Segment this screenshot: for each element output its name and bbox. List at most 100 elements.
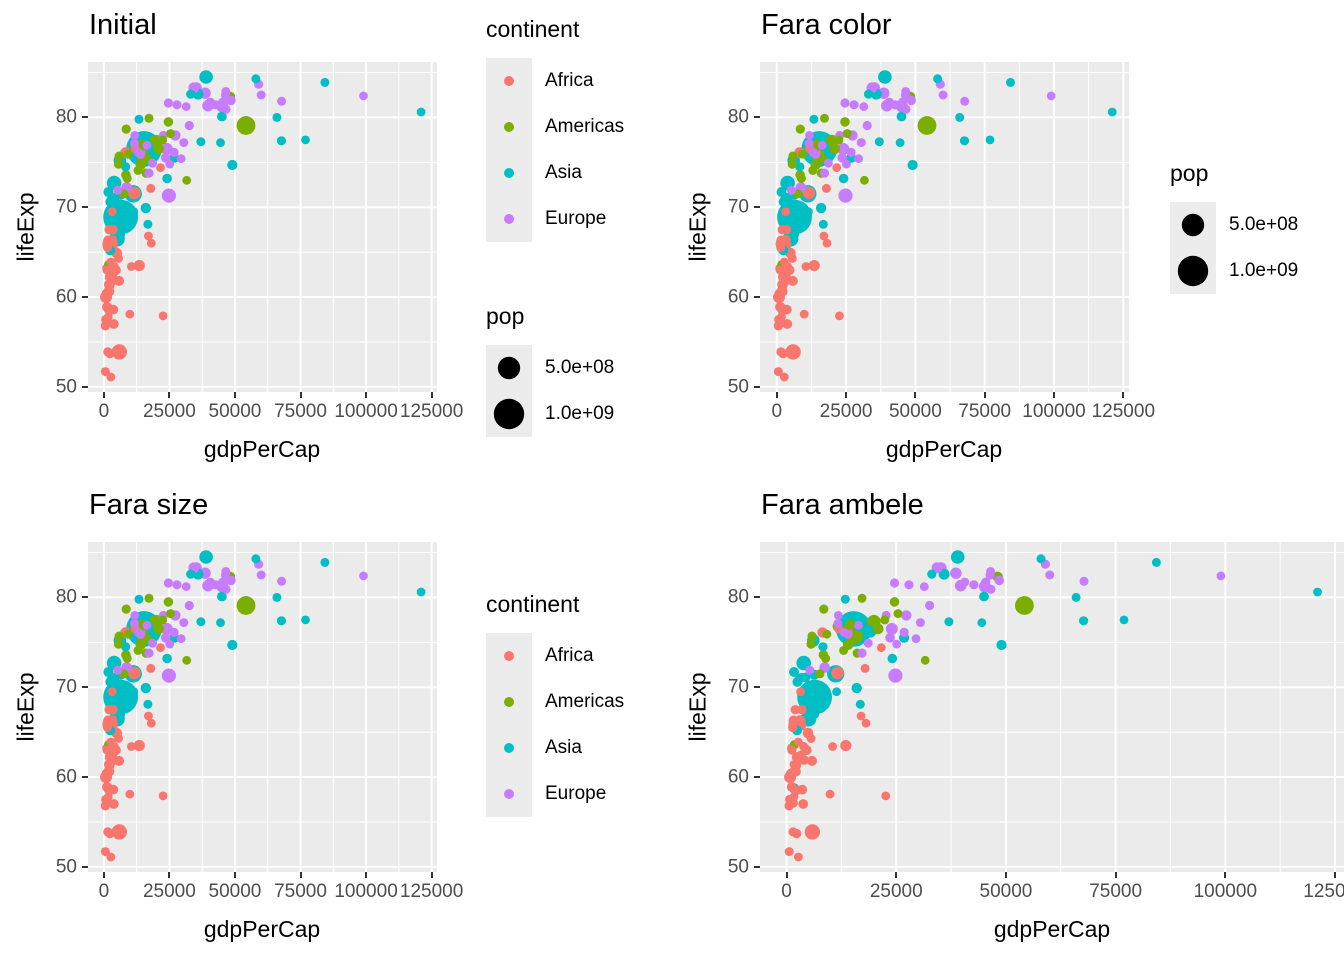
data-point [221,87,231,96]
y-tick-label: 80 [727,106,749,128]
data-point [116,709,126,719]
data-point [236,596,256,615]
data-point [158,615,168,625]
y-tick-label: 60 [55,766,77,788]
data-point [114,151,124,161]
data-point [146,238,156,248]
data-point [108,192,118,202]
data-point [103,243,112,253]
data-point [986,584,996,594]
y-tick-label: 80 [55,106,77,128]
data-point [820,113,829,123]
data-point [103,723,112,733]
data-point [106,257,116,267]
data-point [133,628,143,637]
data-point [1071,592,1081,602]
x-tick-mark [775,392,778,398]
data-point [142,140,152,150]
x-tick-mark [785,872,788,878]
data-point [851,682,862,694]
europe-swatch-icon [486,771,532,817]
data-point [161,188,176,203]
data-point [1119,615,1129,625]
data-point [776,347,786,357]
data-point [919,582,929,591]
data-point [256,90,266,100]
y-tick-mark [754,385,760,388]
x-tick-mark [102,872,105,878]
legend-entry-europe: Europe [486,196,624,242]
x-tick-mark [1004,872,1007,878]
data-point [818,642,828,652]
data-point [121,604,131,614]
x-tick-mark [845,392,848,398]
data-point [1151,557,1161,567]
x-tick-label: 0 [781,881,792,902]
legend-label: 1.0e+09 [545,403,615,424]
legend-label: 5.0e+08 [1229,214,1299,235]
data-point [416,587,426,597]
data-point [103,312,113,322]
x-tick-mark [299,872,302,878]
legend-pop: pop 5.0e+08 1.0e+09 [486,303,614,437]
data-point [804,824,821,840]
data-point [107,207,117,217]
x-tick-label: 75000 [1089,881,1143,902]
pop-small-swatch-icon [486,345,532,391]
data-point [163,578,173,588]
legend-label: Africa [545,70,594,91]
legend-label: Europe [545,208,607,229]
data-point [217,591,227,602]
data-point [251,554,261,564]
data-point [831,666,844,680]
data-point [156,643,165,653]
data-point [205,577,215,587]
legend-label: Americas [545,691,625,712]
data-point [114,253,123,263]
x-tick-label: 125000 [399,881,464,902]
data-point [806,733,816,743]
data-point [833,611,843,620]
data-point [103,767,113,777]
data-point [121,642,131,652]
data-point [104,225,114,235]
x-tick-label: 50000 [208,881,262,902]
x-tick-label: 100000 [334,401,398,422]
data-point [927,569,937,579]
data-point [121,124,131,134]
data-point [166,129,175,139]
legend-continent-title: continent [486,16,580,42]
data-point [181,582,191,591]
data-point [985,135,995,145]
data-point [218,97,228,107]
data-point [104,705,114,715]
y-tick-mark [754,776,760,779]
data-point [797,672,806,682]
data-point [776,235,787,246]
x-tick-mark [233,872,236,878]
data-point [789,792,799,802]
data-point [838,188,853,203]
data-point [825,789,835,799]
y-tick-mark [82,385,88,388]
plot-area-fara-ambele [760,542,1344,872]
x-axis-title: gdpPerCap [885,436,1003,462]
data-point [1079,616,1089,626]
y-axis-title: lifeExp [684,192,711,262]
data-point [113,159,124,169]
data-point [1046,91,1056,101]
data-point [122,174,132,183]
y-tick-mark [82,296,88,299]
data-point [221,584,231,594]
data-point [857,648,867,658]
data-point [787,159,797,169]
data-point [153,623,164,635]
data-point [808,148,818,157]
data-point [797,149,807,159]
data-point [795,124,805,134]
data-point [832,687,841,697]
y-tick-label: 70 [727,196,749,218]
data-point [165,639,175,649]
data-point [161,668,176,683]
data-point [837,142,850,155]
